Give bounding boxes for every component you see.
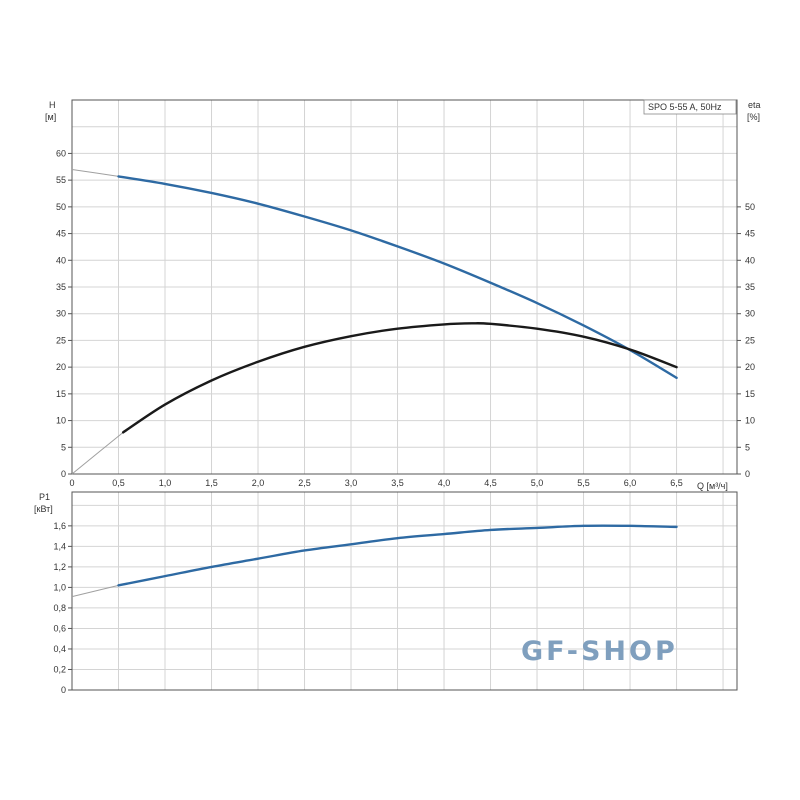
x-tick-label: 5,0 xyxy=(531,478,544,488)
p1-axis-label: P1 xyxy=(39,492,50,502)
p1-tick-label: 1,2 xyxy=(53,562,66,572)
x-tick-label: 4,5 xyxy=(484,478,497,488)
p1-axis-unit: [кВт] xyxy=(34,504,53,514)
p1-tick-label: 0,8 xyxy=(53,603,66,613)
x-tick-label: 5,5 xyxy=(577,478,590,488)
tick-labels: 0 0,5 1,0 1,5 2,0 2,5 3,0 3,5 4,0 4,5 5,0 5,5 6,0 6,5… xyxy=(53,148,755,695)
y2-tick-label: 45 xyxy=(745,229,755,239)
bottom-plot-frame xyxy=(71,491,738,691)
h-axis-unit: [м] xyxy=(45,112,56,122)
y2-tick-label: 10 xyxy=(745,416,755,426)
y2-tick-label: 25 xyxy=(745,335,755,345)
y-tick-label: 40 xyxy=(56,255,66,265)
h-axis-label: H xyxy=(49,100,56,110)
p1-tick-label: 0,4 xyxy=(53,644,66,654)
curves xyxy=(71,168,678,598)
y2-tick-label: 5 xyxy=(745,442,750,452)
y2-tick-label: 0 xyxy=(745,469,750,479)
y-tick-label: 10 xyxy=(56,416,66,426)
x-tick-label: 2,0 xyxy=(252,478,265,488)
x-tick-label: 2,5 xyxy=(298,478,311,488)
p1-tick-label: 0,6 xyxy=(53,623,66,633)
x-tick-label: 1,5 xyxy=(205,478,218,488)
y-tick-label: 15 xyxy=(56,389,66,399)
x-tick-label: 0,5 xyxy=(112,478,125,488)
y-tick-label: 35 xyxy=(56,282,66,292)
q-axis-label: Q [м³/ч] xyxy=(697,481,728,491)
y-tick-label: 60 xyxy=(56,148,66,158)
power-curve xyxy=(117,524,678,587)
legend-label: SPO 5-55 A, 50Hz xyxy=(648,102,722,112)
x-tick-label: 1,0 xyxy=(159,478,172,488)
x-tick-label: 4,0 xyxy=(438,478,451,488)
eta-axis-label: eta xyxy=(748,100,761,110)
y2-tick-label: 50 xyxy=(745,202,755,212)
y-tick-label: 0 xyxy=(61,469,66,479)
y2-tick-label: 35 xyxy=(745,282,755,292)
p1-tick-label: 1,4 xyxy=(53,541,66,551)
x-tick-label: 6,0 xyxy=(624,478,637,488)
bottom-grid xyxy=(71,491,738,691)
x-tick-label: 3,5 xyxy=(391,478,404,488)
x-tick-label: 6,5 xyxy=(670,478,683,488)
y2-tick-label: 15 xyxy=(745,389,755,399)
watermark-logo: GF-SHOP xyxy=(521,636,678,667)
y2-tick-label: 30 xyxy=(745,309,755,319)
x-tick-label: 3,0 xyxy=(345,478,358,488)
eta-axis-unit: [%] xyxy=(747,112,760,122)
efficiency-extrapolated-segment xyxy=(71,431,124,475)
p1-tick-label: 1,6 xyxy=(53,521,66,531)
y-tick-label: 45 xyxy=(56,229,66,239)
y-tick-label: 25 xyxy=(56,335,66,345)
p1-tick-label: 0 xyxy=(61,685,66,695)
legend-box: SPO 5-55 A, 50Hz xyxy=(643,99,737,115)
y2-tick-label: 20 xyxy=(745,362,755,372)
y-tick-label: 30 xyxy=(56,309,66,319)
power-extrapolated-segment xyxy=(71,584,119,598)
y-tick-label: 55 xyxy=(56,175,66,185)
head-extrapolated-segment xyxy=(71,168,119,177)
head-curve xyxy=(117,175,678,380)
y2-tick-label: 40 xyxy=(745,255,755,265)
y-tick-label: 20 xyxy=(56,362,66,372)
p1-tick-label: 1,0 xyxy=(53,582,66,592)
p1-tick-label: 0,2 xyxy=(53,664,66,674)
y-tick-label: 5 xyxy=(61,442,66,452)
top-grid xyxy=(71,99,738,475)
efficiency-curve xyxy=(121,322,678,434)
x-tick-label: 0 xyxy=(69,478,74,488)
y-tick-label: 50 xyxy=(56,202,66,212)
